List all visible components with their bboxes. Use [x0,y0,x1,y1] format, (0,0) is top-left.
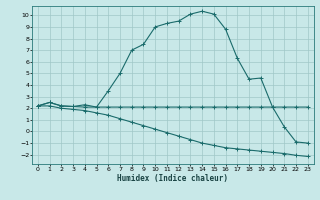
X-axis label: Humidex (Indice chaleur): Humidex (Indice chaleur) [117,174,228,183]
